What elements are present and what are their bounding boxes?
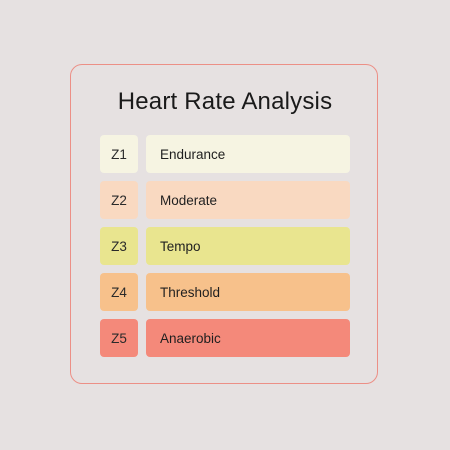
zone-code-badge: Z4 [100, 273, 138, 311]
zone-label: Endurance [146, 135, 350, 173]
zone-code-badge: Z1 [100, 135, 138, 173]
zone-row-z2: Z2 Moderate [100, 181, 350, 219]
zone-label: Threshold [146, 273, 350, 311]
heart-rate-card [70, 64, 378, 384]
zone-row-z3: Z3 Tempo [100, 227, 350, 265]
page-title: Heart Rate Analysis [117, 88, 333, 115]
zone-row-z1: Z1 Endurance [100, 135, 350, 173]
zone-label: Anaerobic [146, 319, 350, 357]
zone-row-z4: Z4 Threshold [100, 273, 350, 311]
zone-row-z5: Z5 Anaerobic [100, 319, 350, 357]
zone-label: Moderate [146, 181, 350, 219]
zone-label: Tempo [146, 227, 350, 265]
zone-code-badge: Z3 [100, 227, 138, 265]
zone-list: Z1 Endurance Z2 Moderate Z3 Tempo Z4 Thr… [100, 135, 350, 365]
zone-code-badge: Z2 [100, 181, 138, 219]
zone-code-badge: Z5 [100, 319, 138, 357]
